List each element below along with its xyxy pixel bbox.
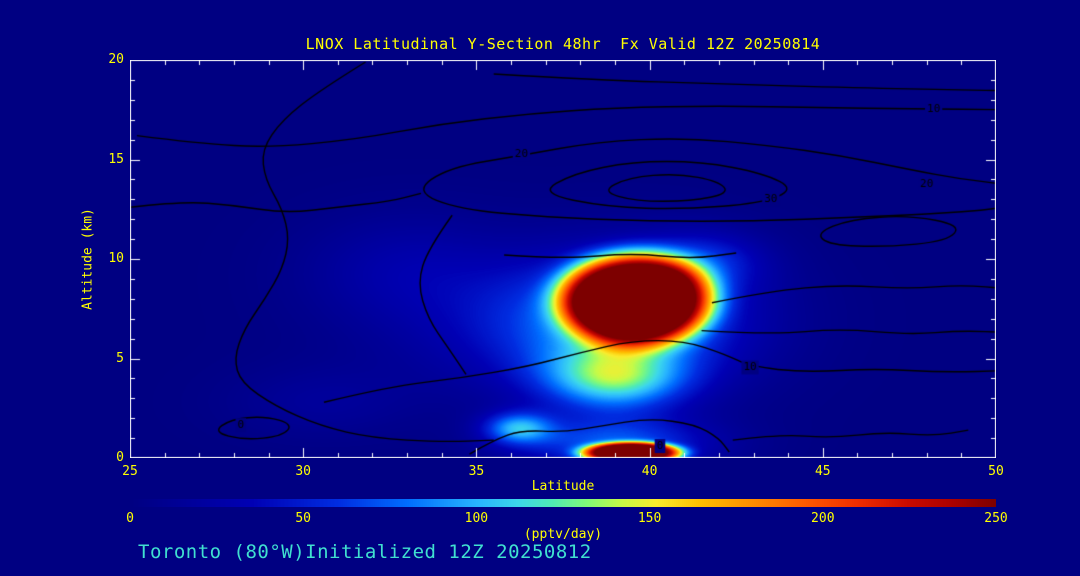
x-axis-label: Latitude [531,479,595,494]
colorbar-tick-label: 200 [811,511,835,526]
colorbar-tick-label: 50 [295,511,312,526]
y-tick-label: 0 [116,450,124,465]
y-tick-label: 5 [116,350,124,366]
x-tick-label: 35 [468,464,485,479]
x-tick-label: 40 [641,464,658,479]
y-tick-label: 20 [108,52,124,67]
plot-title: LNOX Latitudinal Y-Section 48hr Fx Valid… [305,35,821,53]
x-tick-label: 50 [988,464,1004,479]
colorbar-units-label: (pptv/day) [523,527,603,542]
colorbar-gradient [130,499,996,507]
y-tick-label: 15 [108,151,124,167]
contour-plot-canvas [130,60,996,458]
colorbar-tick-label: 0 [126,511,134,526]
x-tick-label: 45 [814,464,831,479]
y-tick-label: 10 [108,251,124,266]
colorbar-tick-label: 250 [984,511,1008,526]
colorbar-tick-label: 150 [637,511,662,526]
x-tick-label: 30 [295,464,312,479]
footer-annotation: Toronto (80°W)Initialized 12Z 20250812 [138,541,592,563]
colorbar-tick-label: 100 [464,511,489,526]
x-tick-label: 25 [122,464,138,479]
